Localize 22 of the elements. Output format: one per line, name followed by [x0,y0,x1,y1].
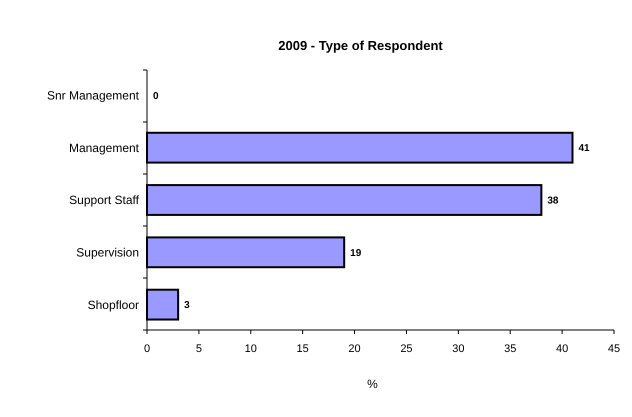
x-tick-label: 15 [296,343,309,355]
x-axis-title: % [367,377,378,391]
data-label: 3 [184,300,190,312]
x-tick-label: 10 [244,343,257,355]
x-tick-label: 25 [400,343,413,355]
data-label: 0 [153,90,159,102]
data-label: 19 [350,248,362,259]
y-tick-label: Management [68,140,140,155]
data-label: 38 [547,196,559,206]
y-tick-label: Support Staff [69,193,140,208]
x-tick-label: 45 [608,343,620,355]
y-tick-label: Snr Management [46,88,140,103]
x-tick-label: 30 [452,343,464,355]
x-tick-label: 0 [144,343,150,355]
chart-title: 2009 - Type of Respondent [278,38,444,53]
x-tick-label: 20 [348,343,361,355]
x-tick-label: 35 [504,343,516,355]
data-label: 41 [578,143,590,154]
y-tick-label: Supervision [76,246,139,260]
x-tick-label: 5 [196,343,202,355]
y-tick-label: Shopfloor [88,298,139,312]
x-tick-label: 40 [556,343,568,355]
